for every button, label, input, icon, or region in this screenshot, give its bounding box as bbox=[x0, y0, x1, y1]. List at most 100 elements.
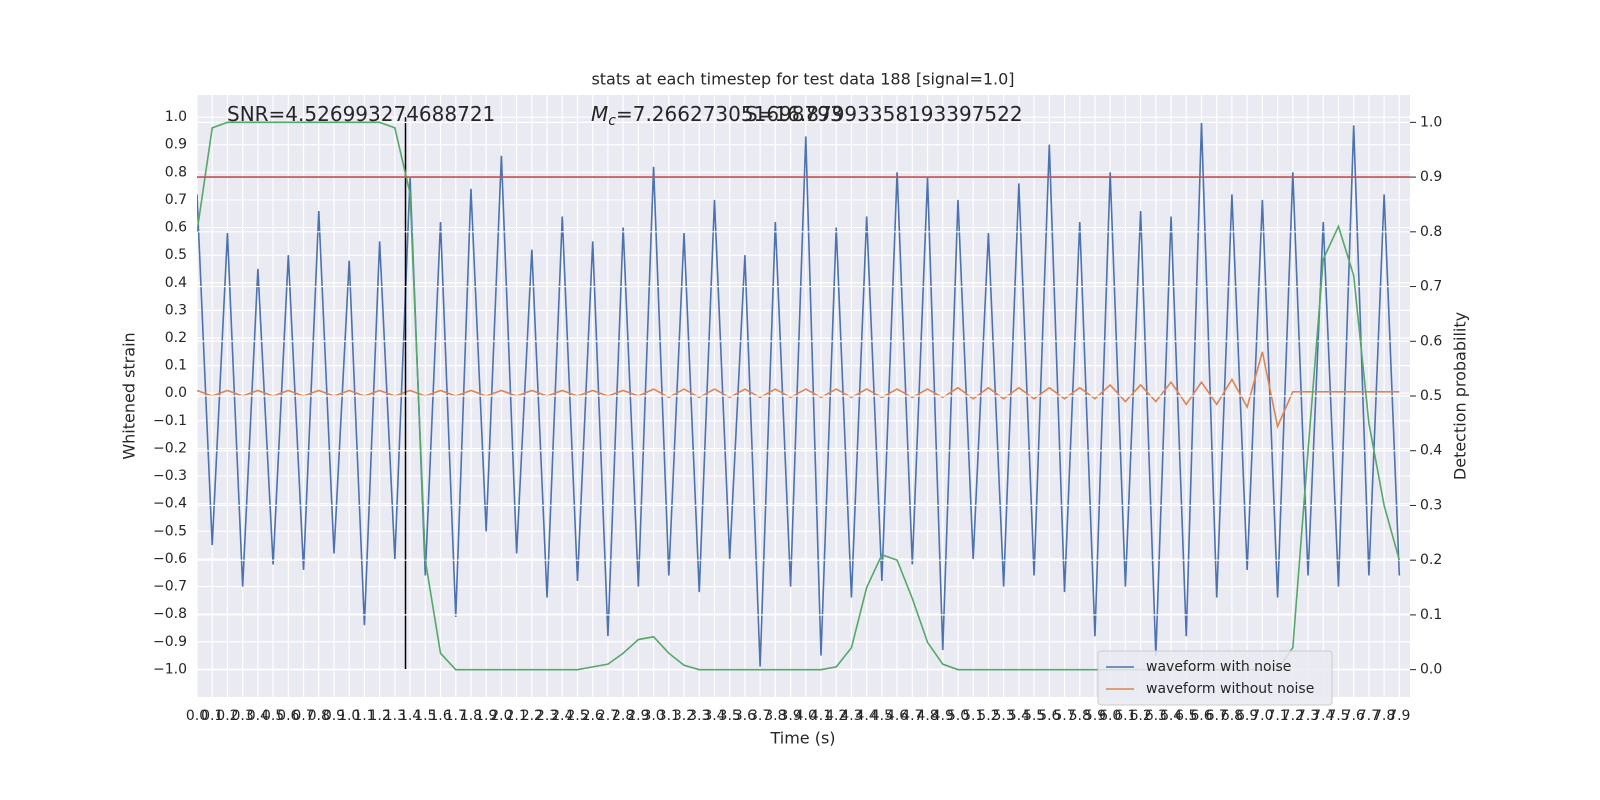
x-tick-label: 6.5 bbox=[1175, 708, 1197, 724]
y-tick-label: 0.8 bbox=[165, 164, 187, 180]
y-tick-label: −0.8 bbox=[153, 606, 187, 622]
x-tick-label: 0.3 bbox=[232, 708, 254, 724]
x-tick-label: 1.0 bbox=[338, 708, 360, 724]
x-tick-label: 3.3 bbox=[688, 708, 710, 724]
x-tick-label: 0.0 bbox=[186, 708, 208, 724]
x-tick-label: 6.1 bbox=[1114, 708, 1136, 724]
x-tick-label: 2.3 bbox=[536, 708, 558, 724]
x-tick-label: 6.3 bbox=[1145, 708, 1167, 724]
y-tick-label: 0.9 bbox=[165, 137, 187, 153]
x-tick-label: 3.0 bbox=[642, 708, 664, 724]
annotation-subscript: c bbox=[608, 113, 616, 129]
x-tick-label: 3.6 bbox=[734, 708, 756, 724]
x-tick-label: 6.0 bbox=[1099, 708, 1121, 724]
x-tick-label: 5.6 bbox=[1038, 708, 1060, 724]
x-tick-label: 5.9 bbox=[1084, 708, 1106, 724]
x-tick-label: 3.5 bbox=[719, 708, 741, 724]
x-tick-label: 2.8 bbox=[612, 708, 634, 724]
x-tick-label: 2.2 bbox=[521, 708, 543, 724]
x-tick-label: 1.1 bbox=[353, 708, 375, 724]
y-tick-label: −0.7 bbox=[153, 579, 187, 595]
y2-tick-label: 0.7 bbox=[1420, 279, 1442, 295]
x-tick-label: 2.7 bbox=[597, 708, 619, 724]
annotation: S=16.87993358193397522 bbox=[745, 102, 1023, 126]
y-tick-label: 0.6 bbox=[165, 220, 187, 236]
x-tick-label: 4.2 bbox=[825, 708, 847, 724]
y-tick-label: −0.4 bbox=[153, 496, 187, 512]
x-tick-label: 3.4 bbox=[703, 708, 725, 724]
x-tick-label: 4.8 bbox=[916, 708, 938, 724]
series-line bbox=[197, 351, 1400, 430]
x-tick-label: 0.8 bbox=[308, 708, 330, 724]
annotation-symbol: M bbox=[591, 102, 608, 126]
y-tick-label: 0.2 bbox=[165, 330, 187, 346]
legend-label: waveform without noise bbox=[1146, 681, 1314, 697]
y2-tick-label: 0.6 bbox=[1420, 333, 1442, 349]
y2-tick-label: 0.1 bbox=[1420, 607, 1442, 623]
x-tick-label: 7.9 bbox=[1388, 708, 1410, 724]
y-tick-label: 0.0 bbox=[165, 385, 187, 401]
x-tick-label: 6.7 bbox=[1206, 708, 1228, 724]
y-tick-label: 0.7 bbox=[165, 192, 187, 208]
x-tick-label: 1.7 bbox=[445, 708, 467, 724]
y2-tick-label: 0.3 bbox=[1420, 497, 1442, 513]
x-tick-label: 6.9 bbox=[1236, 708, 1258, 724]
y-tick-label: −0.1 bbox=[153, 413, 187, 429]
x-tick-label: 1.3 bbox=[384, 708, 406, 724]
y-tick-label: −0.2 bbox=[153, 440, 187, 456]
x-tick-label: 3.1 bbox=[658, 708, 680, 724]
y2-tick-label: 0.5 bbox=[1420, 388, 1442, 404]
x-tick-label: 0.6 bbox=[277, 708, 299, 724]
x-tick-label: 4.1 bbox=[810, 708, 832, 724]
y-tick-label: 0.4 bbox=[165, 275, 187, 291]
x-tick-label: 1.6 bbox=[429, 708, 451, 724]
x-tick-label: 1.9 bbox=[475, 708, 497, 724]
x-tick-label: 2.9 bbox=[627, 708, 649, 724]
y2-tick-label: 0.4 bbox=[1420, 443, 1442, 459]
x-tick-label: 3.7 bbox=[749, 708, 771, 724]
x-tick-label: 2.1 bbox=[505, 708, 527, 724]
chart-title: stats at each timestep for test data 188… bbox=[591, 70, 1014, 89]
x-axis-label: Time (s) bbox=[769, 729, 835, 748]
legend-label: waveform with noise bbox=[1146, 659, 1291, 675]
series-line bbox=[197, 122, 1401, 667]
x-tick-label: 7.0 bbox=[1251, 708, 1273, 724]
x-tick-label: 4.9 bbox=[932, 708, 954, 724]
x-tick-label: 4.4 bbox=[856, 708, 878, 724]
x-tick-label: 7.2 bbox=[1282, 708, 1304, 724]
y-tick-label: 1.0 bbox=[165, 109, 187, 125]
x-tick-label: 6.2 bbox=[1129, 708, 1151, 724]
x-tick-label: 3.9 bbox=[779, 708, 801, 724]
y-tick-label: −0.3 bbox=[153, 468, 187, 484]
annotation-text: =7.266273051698793 bbox=[616, 102, 843, 126]
x-tick-label: 0.7 bbox=[292, 708, 314, 724]
y-tick-label: −1.0 bbox=[153, 661, 187, 677]
x-tick-label: 5.7 bbox=[1053, 708, 1075, 724]
y2-tick-label: 1.0 bbox=[1420, 114, 1442, 130]
legend-box bbox=[1097, 650, 1333, 706]
x-tick-label: 7.3 bbox=[1297, 708, 1319, 724]
y2-tick-label: 0.0 bbox=[1420, 662, 1442, 678]
x-tick-label: 0.2 bbox=[216, 708, 238, 724]
x-tick-label: 0.1 bbox=[201, 708, 223, 724]
x-tick-label: 5.4 bbox=[1008, 708, 1030, 724]
x-tick-label: 2.4 bbox=[551, 708, 573, 724]
x-tick-label: 7.1 bbox=[1266, 708, 1288, 724]
y2-tick-label: 0.2 bbox=[1420, 552, 1442, 568]
x-tick-label: 2.5 bbox=[566, 708, 588, 724]
x-tick-label: 0.9 bbox=[323, 708, 345, 724]
x-tick-label: 1.2 bbox=[369, 708, 391, 724]
y-tick-label: 0.1 bbox=[165, 358, 187, 374]
x-tick-label: 4.3 bbox=[840, 708, 862, 724]
x-tick-label: 6.4 bbox=[1160, 708, 1182, 724]
x-tick-label: 4.0 bbox=[795, 708, 817, 724]
y2-axis-label: Detection probability bbox=[1451, 312, 1470, 480]
y-tick-label: −0.6 bbox=[153, 551, 187, 567]
x-tick-label: 6.8 bbox=[1221, 708, 1243, 724]
x-tick-label: 7.5 bbox=[1327, 708, 1349, 724]
y-tick-label: −0.9 bbox=[153, 634, 187, 650]
y-tick-label: −0.5 bbox=[153, 523, 187, 539]
x-tick-label: 1.8 bbox=[460, 708, 482, 724]
x-tick-label: 5.0 bbox=[947, 708, 969, 724]
